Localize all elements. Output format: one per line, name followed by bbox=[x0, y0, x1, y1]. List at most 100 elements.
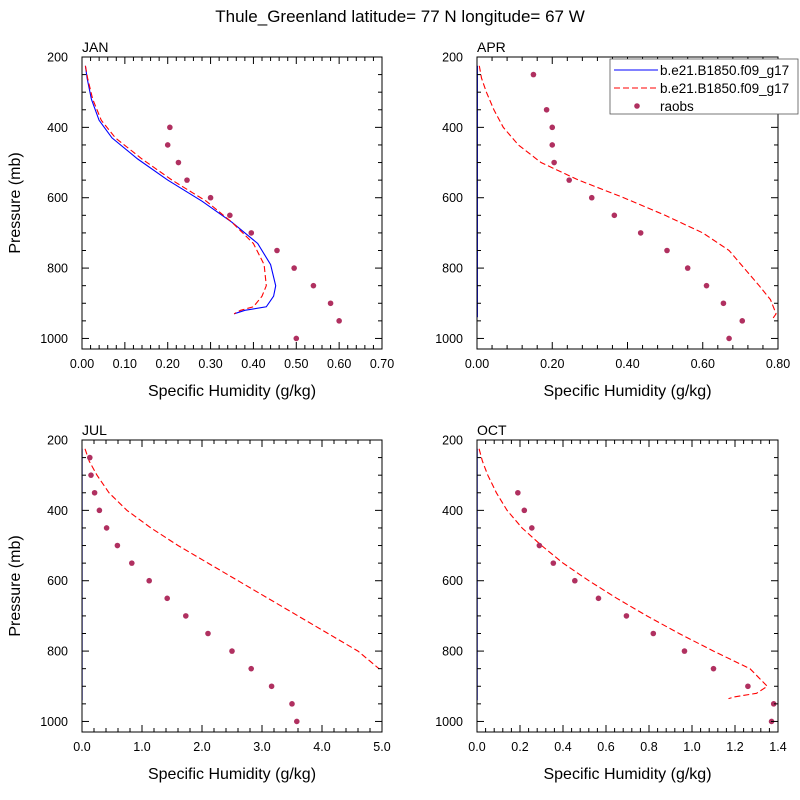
y-axis-label: Pressure (mb) bbox=[7, 152, 24, 253]
legend: b.e21.B1850.f09_g17 b.e21.B1850.f09_g17ra… bbox=[609, 58, 799, 115]
raobs-point bbox=[164, 142, 171, 148]
raobs-point bbox=[336, 318, 342, 324]
plot-area bbox=[84, 65, 342, 342]
raobs-point bbox=[207, 194, 214, 201]
raobs-point bbox=[770, 701, 777, 707]
raobs-point bbox=[515, 489, 521, 496]
x-tick-label: 0.0 bbox=[468, 740, 485, 754]
x-tick-label: 1.0 bbox=[683, 740, 700, 754]
x-tick-label: 2.0 bbox=[193, 740, 210, 754]
y-tick-label: 400 bbox=[442, 121, 463, 135]
raobs-point bbox=[164, 595, 170, 602]
raobs-point bbox=[720, 300, 727, 307]
x-tick-label: 0.10 bbox=[113, 357, 137, 371]
x-tick-label: 1.2 bbox=[726, 740, 743, 754]
panel-title: OCT bbox=[477, 422, 507, 438]
x-axis-label: Specific Humidity (g/kg) bbox=[148, 383, 316, 400]
raobs-point bbox=[103, 525, 110, 531]
x-axis-label: Specific Humidity (g/kg) bbox=[543, 766, 711, 783]
x-tick-label: 1.0 bbox=[133, 740, 150, 754]
y-tick-label: 800 bbox=[47, 645, 68, 659]
x-tick-label: 0.4 bbox=[554, 740, 571, 754]
y-tick-label: 800 bbox=[442, 262, 463, 276]
panel-title: JUL bbox=[82, 422, 107, 438]
raobs-point bbox=[268, 683, 275, 690]
raobs-point bbox=[550, 560, 557, 566]
model-line-dashed bbox=[84, 65, 267, 315]
x-axis-label: Specific Humidity (g/kg) bbox=[148, 766, 316, 783]
raobs-point bbox=[551, 159, 557, 166]
raobs-point bbox=[530, 71, 537, 78]
plot-frame bbox=[476, 439, 779, 733]
x-tick-label: 3.0 bbox=[253, 740, 270, 754]
raobs-point bbox=[637, 230, 644, 236]
panels: JAN 0.00 0.10 0.20 0.30 0.40 0.50 0.60 0.70 200 40… bbox=[7, 39, 790, 783]
panel-apr: APR 0.00 0.20 0.40 0.60 0.80 200 400 600 800 1000 S… bbox=[435, 39, 790, 400]
plot-area bbox=[82, 448, 380, 725]
legend-label: raobs bbox=[660, 99, 694, 114]
x-tick-label: 0.60 bbox=[691, 357, 715, 371]
raobs-point bbox=[521, 507, 528, 514]
raobs-point bbox=[650, 630, 657, 637]
raobs-point bbox=[703, 282, 710, 289]
legend-marker bbox=[634, 103, 640, 109]
raobs-point bbox=[572, 577, 578, 584]
x-tick-label: 0.0 bbox=[73, 740, 90, 754]
y-tick-label: 400 bbox=[47, 504, 68, 518]
y-tick-label: 1000 bbox=[435, 332, 463, 346]
y-tick-label: 800 bbox=[442, 645, 463, 659]
raobs-point bbox=[739, 318, 746, 324]
raobs-point bbox=[129, 560, 135, 566]
x-tick-label: 0.40 bbox=[615, 357, 639, 371]
raobs-point bbox=[96, 507, 103, 514]
raobs-point bbox=[543, 106, 550, 113]
x-tick-label: 0.20 bbox=[540, 357, 564, 371]
legend-box bbox=[609, 58, 799, 115]
raobs-point bbox=[549, 142, 556, 148]
plot-frame bbox=[81, 439, 383, 733]
model-line-dashed bbox=[478, 448, 769, 700]
raobs-point bbox=[549, 124, 556, 131]
y-tick-label: 1000 bbox=[40, 332, 68, 346]
x-tick-label: 0.2 bbox=[511, 740, 528, 754]
x-tick-label: 1.4 bbox=[769, 740, 786, 754]
x-tick-label: 0.60 bbox=[327, 357, 351, 371]
panel-oct: OCT 0.0 0.2 0.4 0.6 0.8 1.0 1.2 1.4 200 400 600 800 1… bbox=[435, 422, 787, 783]
y-tick-label: 200 bbox=[47, 51, 68, 65]
y-tick-label: 600 bbox=[442, 191, 463, 205]
raobs-point bbox=[293, 335, 300, 342]
y-tick-label: 200 bbox=[442, 434, 463, 448]
x-tick-label: 0.20 bbox=[156, 357, 180, 371]
raobs-point bbox=[88, 472, 94, 478]
raobs-point bbox=[289, 701, 295, 707]
raobs-point bbox=[175, 159, 182, 166]
y-axis-label: Pressure (mb) bbox=[7, 535, 24, 636]
x-tick-label: 0.00 bbox=[465, 357, 489, 371]
raobs-point bbox=[184, 177, 190, 183]
x-tick-label: 0.40 bbox=[241, 357, 265, 371]
x-tick-label: 4.0 bbox=[313, 740, 330, 754]
x-tick-label: 0.8 bbox=[640, 740, 657, 754]
y-tick-label: 1000 bbox=[40, 715, 68, 729]
plot-frame bbox=[81, 56, 383, 350]
raobs-point bbox=[310, 282, 317, 289]
raobs-point bbox=[291, 265, 297, 271]
x-tick-label: 0.50 bbox=[284, 357, 308, 371]
plot-area bbox=[477, 448, 777, 725]
model-line-dashed bbox=[84, 448, 380, 670]
raobs-point bbox=[248, 665, 254, 672]
legend-label: b.e21.B1850.f09_g17 bbox=[660, 81, 789, 96]
y-tick-label: 400 bbox=[442, 504, 463, 518]
raobs-point bbox=[623, 613, 630, 619]
raobs-point bbox=[684, 265, 691, 271]
panel-title: APR bbox=[477, 39, 506, 55]
raobs-point bbox=[726, 335, 732, 342]
y-tick-label: 600 bbox=[442, 574, 463, 588]
x-tick-label: 0.6 bbox=[597, 740, 614, 754]
panel-jul: JUL 0.0 1.0 2.0 3.0 4.0 5.0 200 400 600 800 1000 Spe… bbox=[7, 422, 391, 783]
raobs-point bbox=[229, 648, 235, 654]
panel-jan: JAN 0.00 0.10 0.20 0.30 0.40 0.50 0.60 0.70 200 40… bbox=[7, 39, 394, 400]
raobs-point bbox=[536, 542, 543, 549]
figure-title: Thule_Greenland latitude= 77 N longitude… bbox=[215, 7, 585, 26]
model-line-dashed bbox=[478, 65, 777, 320]
